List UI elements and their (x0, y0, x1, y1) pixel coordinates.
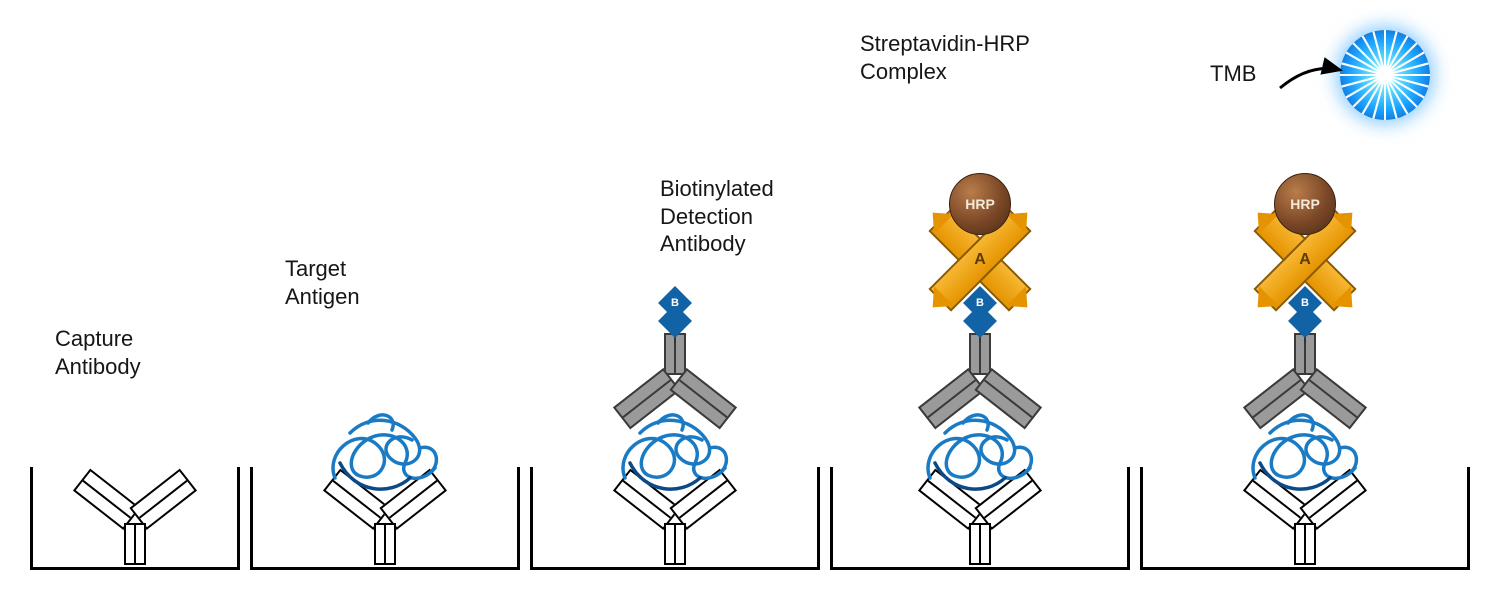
tmb-signal-icon (1340, 30, 1430, 120)
antigen-icon (320, 408, 450, 498)
stack-detect: B (610, 291, 740, 565)
detection-antibody-icon (610, 333, 740, 428)
hrp-icon: HRP (949, 173, 1011, 235)
detection-antibody-icon (1240, 333, 1370, 428)
capture-antibody-icon (70, 470, 200, 565)
stack-strept: BAHRP (915, 173, 1045, 565)
detection-antibody-icon (915, 333, 1045, 428)
biotin-icon: B (655, 291, 695, 337)
stack-capture (70, 470, 200, 565)
panel-capture (30, 30, 240, 570)
stack-antigen (320, 408, 450, 565)
panel-strept: BAHRP (830, 30, 1130, 570)
panel-antigen (250, 30, 520, 570)
hrp-icon: HRP (1274, 173, 1336, 235)
panel-detect: B (530, 30, 820, 570)
stack-tmb: BAHRP (1240, 173, 1370, 565)
